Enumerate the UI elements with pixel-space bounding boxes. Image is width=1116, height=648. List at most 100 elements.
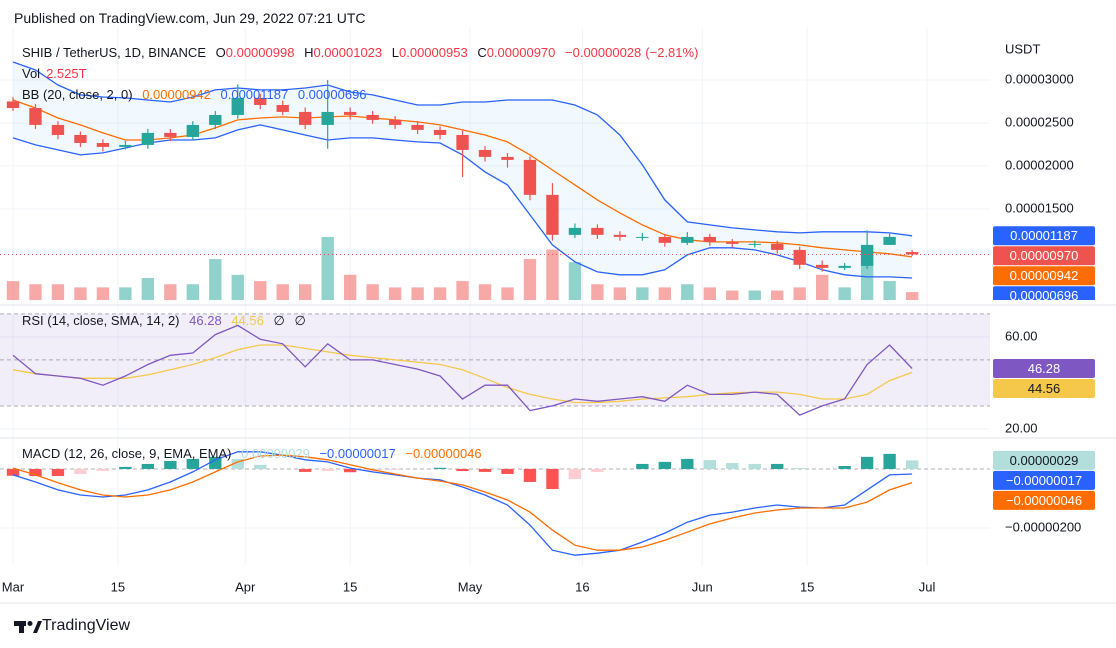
candle-body [905, 252, 919, 255]
volume-bar [299, 284, 312, 300]
volume-bar [636, 287, 649, 300]
candle-body [388, 119, 402, 125]
badge-label: −0.00000046 [1006, 493, 1082, 508]
volume-bar [681, 284, 694, 300]
candle-body [231, 97, 244, 115]
volume-bar [141, 277, 155, 300]
histogram-bar [546, 468, 559, 490]
volume-bar [568, 262, 582, 300]
histogram-bar [726, 463, 739, 469]
change: −0.00000028 [565, 45, 642, 60]
bb-middle-value: 0.00000942 [142, 87, 211, 102]
histogram-bar [388, 468, 402, 470]
histogram-bar [591, 468, 604, 472]
badge-label: 0.00001187 [1010, 228, 1078, 243]
rsi-ma-value: 44.56 [231, 313, 264, 328]
histogram-bar [883, 453, 896, 469]
badge-label: 0.00000029 [1010, 453, 1079, 468]
candle-body [254, 97, 267, 105]
bb-legend: BB (20, close, 2, 0) 0.00000942 0.000011… [22, 87, 373, 103]
histogram-bar [860, 456, 874, 469]
bb-upper-value: 0.00001187 [220, 87, 289, 102]
histogram-bar [433, 467, 447, 469]
candle-body [74, 134, 87, 143]
histogram-bar [209, 456, 222, 469]
symbol: SHIB / TetherUS, 1D, BINANCE [22, 45, 206, 60]
bb-middle [12, 99, 913, 258]
volume-bar [703, 287, 716, 300]
volume-bar [51, 284, 65, 300]
y-tick-label: 0.00003000 [1005, 71, 1074, 86]
price-badge [993, 286, 1095, 300]
histogram-bar [703, 460, 716, 469]
ohlc-key: H [304, 45, 314, 60]
ohlc-value: 0.00000953 [399, 45, 468, 60]
volume-bar [29, 284, 42, 300]
y-tick-label: 60.00 [1005, 328, 1038, 343]
histogram-bar [254, 464, 267, 469]
change-pct: (−2.81%) [645, 45, 699, 60]
macd-badges: 0.00000029 −0.00000017 −0.00000046 [993, 450, 1095, 510]
ohlc-key: L [391, 45, 399, 60]
x-tick-label: 15 [111, 579, 125, 594]
candle-body [613, 234, 627, 237]
x-tick-label: 15 [343, 579, 357, 594]
volume-bar [726, 290, 739, 300]
candle-body [703, 236, 716, 242]
y-tick-label: 0.00001500 [1005, 200, 1074, 215]
badge-label: 0.00000696 [1010, 288, 1079, 303]
badge-label: −0.00000017 [1006, 473, 1082, 488]
histogram-bar [793, 468, 806, 469]
candle-body [546, 194, 559, 235]
volume-bar [343, 274, 357, 300]
x-tick-label: Jun [692, 579, 713, 594]
rsi-value: 46.28 [189, 313, 222, 328]
macd-line [12, 451, 913, 556]
candle-body [681, 236, 694, 243]
candle-body [748, 243, 761, 245]
candle-body [883, 236, 896, 245]
candle-body [523, 159, 537, 195]
y-tick-label: 0.00002000 [1005, 157, 1074, 172]
brand: TradingView [42, 617, 131, 634]
badge-label: 0.00000942 [1010, 268, 1079, 283]
histogram-bar [636, 463, 649, 469]
volume-bar [546, 249, 559, 300]
volume-bar [591, 284, 604, 300]
volume-bar [883, 281, 896, 300]
candle-body [164, 132, 177, 137]
volume-bar [748, 290, 761, 300]
candle-body [568, 227, 582, 235]
candle-body [276, 104, 289, 112]
volume-bar [793, 287, 806, 300]
volume-bar [613, 287, 627, 300]
histogram-bar [231, 458, 244, 469]
histogram-bar [523, 468, 537, 482]
candle-body [29, 107, 42, 125]
candle-body [186, 124, 199, 137]
volume-bar [388, 287, 402, 300]
volume-legend: Vol 2.525T [22, 66, 93, 82]
volume-bar [6, 281, 20, 300]
signal-value: −0.00000046 [405, 446, 482, 461]
rsi-pane [0, 313, 990, 416]
volume-bar [658, 287, 672, 300]
volume-bar [501, 287, 514, 300]
candle-body [433, 129, 447, 135]
ohlc-value: 0.00001023 [313, 45, 383, 60]
histogram-bar [6, 468, 20, 476]
x-tick-label: 16 [575, 579, 589, 594]
volume-bar [478, 284, 492, 300]
volume-bar [209, 259, 222, 300]
price-badge [993, 378, 1095, 398]
x-tick-label: May [458, 579, 483, 594]
histogram-bar [186, 458, 199, 469]
rsi-ma [12, 344, 913, 404]
candle-body [838, 265, 851, 268]
volume-bar [411, 287, 424, 300]
volume-value: 2.525T [46, 66, 87, 81]
rsi-name: RSI (14, close, SMA, 14, 2) [22, 313, 180, 328]
histogram-bar [119, 466, 132, 469]
histogram-bar [658, 461, 672, 469]
bb-upper [12, 61, 913, 237]
